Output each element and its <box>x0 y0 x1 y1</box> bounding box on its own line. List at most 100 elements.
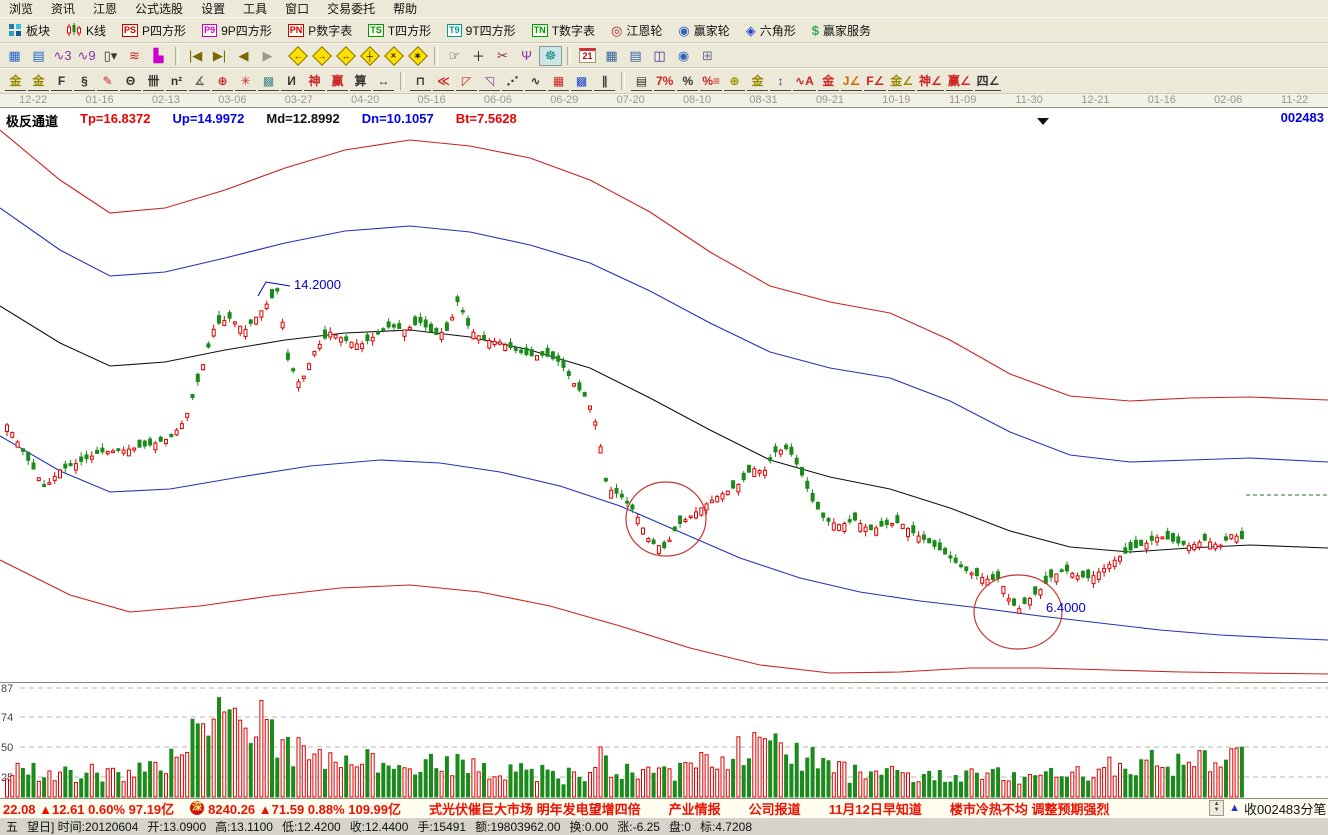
info-list-icon[interactable]: ▤ <box>27 46 50 66</box>
toolbar-separator <box>175 46 179 65</box>
news-headline[interactable]: 公司报道 <box>748 801 801 817</box>
grid-blue-icon[interactable]: ▩ <box>571 71 592 91</box>
percent-lines-icon[interactable]: %≡ <box>700 71 723 91</box>
menu-item-公式选股[interactable]: 公式选股 <box>135 2 184 16</box>
toolbar-button-hexagon[interactable]: ◈ 六角形 <box>742 21 800 40</box>
toolbar-button-p-square[interactable]: PS P四方形 <box>118 21 190 40</box>
parallel-lines-icon[interactable]: ∥ <box>594 71 615 91</box>
diamond-shape: ← <box>287 45 308 66</box>
prev-page-icon[interactable]: ◀ <box>232 46 255 66</box>
circle-cross-icon[interactable]: ⊕ <box>212 71 233 91</box>
angle-shen-icon[interactable]: 神∠ <box>917 71 944 91</box>
shen-ruler-icon[interactable]: 神 <box>304 71 325 91</box>
menu-item-资讯[interactable]: 资讯 <box>51 2 76 16</box>
wave-marker-icon[interactable]: И <box>281 71 302 91</box>
expand-horizontal-icon[interactable]: ↔ <box>334 45 357 66</box>
percent-retrace-icon[interactable]: 7% <box>654 71 676 91</box>
cut-tool-icon[interactable]: ✂ <box>491 46 514 66</box>
gold-ruler-2-icon[interactable]: 金 <box>28 71 49 91</box>
toolbar-button-blocks[interactable]: 板块 <box>4 21 54 40</box>
save-icon[interactable]: ◫ <box>648 46 671 66</box>
toolbar-button-winner-service[interactable]: $ 赢家服务 <box>808 21 875 40</box>
menu-item-交易委托[interactable]: 交易委托 <box>327 2 376 16</box>
pen-ruler-icon[interactable]: ✎ <box>97 71 118 91</box>
candle-style-icon[interactable]: ▯▾ <box>99 46 122 66</box>
n-square-icon[interactable]: n² <box>166 71 187 91</box>
gold-ruler-1-icon[interactable]: 金 <box>5 71 26 91</box>
panel-layout-icon[interactable]: ▦ <box>3 46 26 66</box>
compress-icon[interactable]: × <box>382 45 405 66</box>
menu-item-江恩[interactable]: 江恩 <box>93 2 118 16</box>
comb-ruler-icon[interactable]: 卌 <box>143 71 164 91</box>
price-volume-chart[interactable]: 87 74 50 25 14.2000 6.4000 <box>0 108 1328 798</box>
chart-area[interactable]: 87 74 50 25 14.2000 6.4000 极反通道 Tp=16.8372 Up=… <box>0 108 1328 798</box>
news-headline[interactable]: 式光伏催巨大市场 明年发电望增四倍 <box>429 801 641 817</box>
toolbar-button-winner-wheel[interactable]: ◉ 赢家轮 <box>674 21 733 40</box>
notepad-icon[interactable]: ▤ <box>624 46 647 66</box>
toolbar-button-9p-square[interactable]: P9 9P四方形 <box>198 21 276 40</box>
angle-gold-icon[interactable]: 金∠ <box>888 71 916 91</box>
price-pen-icon[interactable]: ↕ <box>770 71 792 91</box>
restore-icon[interactable]: ∗ <box>406 45 429 66</box>
calculator-icon[interactable]: ▦ <box>600 46 623 66</box>
angle-f-icon[interactable]: F∠ <box>864 71 887 91</box>
angle-ruler-icon[interactable]: ∡ <box>189 71 210 91</box>
gold-circle-icon[interactable]: ⊕ <box>724 71 746 91</box>
printer-icon[interactable]: ⊞ <box>696 46 719 66</box>
box-ruler-icon[interactable]: ⊓ <box>410 71 431 91</box>
wave-9-icon[interactable]: ∿9 <box>75 46 98 66</box>
measure-icon[interactable]: ↔ <box>373 71 394 91</box>
grid-red-icon[interactable]: ▦ <box>548 71 569 91</box>
zigzag-icon[interactable]: ≋ <box>123 46 146 66</box>
gann-tool-icon[interactable]: ☸ <box>539 45 562 66</box>
angle-j-icon[interactable]: J∠ <box>840 71 863 91</box>
toolbar-button-p-number-table[interactable]: PN P数字表 <box>284 21 357 40</box>
crosshair-tool-icon[interactable]: ＋ <box>467 46 490 66</box>
draw-tool-icon[interactable]: Ψ <box>515 46 538 66</box>
gold-bands-icon[interactable]: 金 <box>817 71 839 91</box>
wave-a-icon[interactable]: ∿A <box>793 71 816 91</box>
angle-ying-icon[interactable]: 赢∠ <box>945 71 973 91</box>
last-page-icon[interactable]: ▶| <box>208 46 231 66</box>
news-headline[interactable]: 楼市冷热不均 调整预期强烈 <box>949 801 1110 817</box>
shift-right-icon[interactable]: → <box>310 45 333 66</box>
menu-item-工具[interactable]: 工具 <box>243 2 268 16</box>
expand-all-icon[interactable]: ┼ <box>358 45 381 66</box>
menu-item-窗口[interactable]: 窗口 <box>285 2 310 16</box>
abacus-icon[interactable]: 算 <box>350 71 371 91</box>
scale-ruler-icon[interactable]: ▤ <box>631 71 652 91</box>
hand-tool-icon[interactable]: ☞ <box>443 46 466 66</box>
shift-left-icon[interactable]: ← <box>286 45 309 66</box>
v-line-icon[interactable]: ∿ <box>525 71 546 91</box>
percent-icon[interactable]: % <box>677 71 699 91</box>
menu-item-帮助[interactable]: 帮助 <box>393 2 418 16</box>
angle-si-icon[interactable]: 四∠ <box>974 71 1002 91</box>
three-lines-icon[interactable]: ⋰ <box>502 71 523 91</box>
net-grid-icon[interactable]: ▩ <box>258 71 279 91</box>
fan-lines-icon[interactable]: ≪ <box>433 71 454 91</box>
toolbar-button-kline[interactable]: K线 <box>62 21 110 40</box>
ying-ruler-icon[interactable]: 赢 <box>327 71 348 91</box>
volume-profile-icon[interactable]: ▙ <box>147 46 170 66</box>
news-headline[interactable]: 11月12日早知道 <box>828 801 922 817</box>
calendar-icon[interactable]: 21 <box>576 46 599 66</box>
toolbar-button-9t-square[interactable]: T9 9T四方形 <box>443 21 520 40</box>
toolbar-button-t-number-table[interactable]: TN T数字表 <box>528 21 599 40</box>
next-page-icon[interactable]: ▶ <box>256 46 279 66</box>
toolbar-button-gann-wheel[interactable]: ◎ 江恩轮 <box>607 21 666 40</box>
fib-ruler-icon[interactable]: F <box>51 71 72 91</box>
fan-corner-icon[interactable]: ◹ <box>479 71 500 91</box>
news-headline[interactable]: 产业情报 <box>668 801 721 817</box>
cycle-ruler-icon[interactable]: Θ <box>120 71 141 91</box>
toolbar-button-t-square[interactable]: TS T四方形 <box>364 21 435 40</box>
gold-lines-icon[interactable]: 金 <box>747 71 769 91</box>
spiral-ruler-icon[interactable]: § <box>74 71 95 91</box>
spinner-control[interactable]: ▲ ▼ <box>1209 800 1225 816</box>
menu-item-浏览[interactable]: 浏览 <box>9 2 34 16</box>
wave-3-icon[interactable]: ∿3 <box>51 46 74 66</box>
star-grid-icon[interactable]: ✳ <box>235 71 256 91</box>
fan-box-icon[interactable]: ◸ <box>456 71 477 91</box>
browser-icon[interactable]: ◉ <box>672 46 695 66</box>
first-page-icon[interactable]: |◀ <box>184 46 207 66</box>
menu-item-设置[interactable]: 设置 <box>201 2 226 16</box>
